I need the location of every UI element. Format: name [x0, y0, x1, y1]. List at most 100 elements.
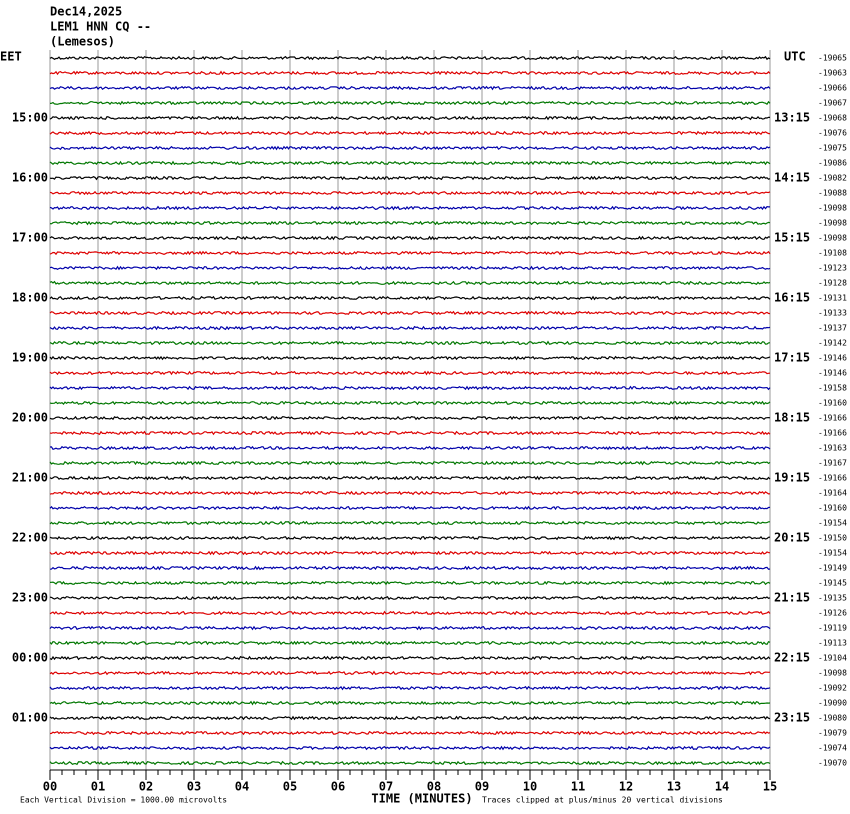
trace-offset: -19166 — [818, 414, 847, 423]
right-hour-label: 22:15 — [774, 651, 810, 665]
right-hour-label: 23:15 — [774, 711, 810, 725]
trace-offset: -19146 — [818, 354, 847, 363]
trace — [49, 310, 771, 316]
trace — [49, 610, 771, 616]
left-hour-label: 17:00 — [12, 231, 48, 245]
trace — [49, 490, 771, 496]
trace — [49, 715, 771, 721]
trace — [49, 130, 771, 136]
x-tick-label: 08 — [427, 780, 441, 794]
trace — [49, 685, 771, 691]
trace — [49, 355, 771, 361]
x-tick-label: 05 — [283, 780, 297, 794]
trace-offset: -19128 — [818, 279, 847, 288]
trace-offset: -19098 — [818, 669, 847, 678]
x-tick-label: 09 — [475, 780, 489, 794]
trace — [49, 445, 771, 451]
trace — [49, 325, 771, 331]
trace — [49, 220, 771, 226]
trace-offset: -19108 — [818, 249, 847, 258]
trace-offset: -19158 — [818, 384, 847, 393]
trace-offset: -19137 — [818, 324, 847, 333]
trace — [49, 640, 771, 646]
trace — [49, 580, 771, 586]
x-tick-label: 06 — [331, 780, 345, 794]
trace-offset: -19146 — [818, 369, 847, 378]
trace — [49, 460, 771, 466]
right-hour-label: 16:15 — [774, 291, 810, 305]
trace — [49, 160, 771, 166]
trace — [49, 400, 771, 406]
right-axis-title: UTC — [784, 50, 806, 64]
trace — [49, 145, 771, 151]
x-tick-label: 10 — [523, 780, 537, 794]
x-tick-label: 14 — [715, 780, 729, 794]
trace-offset: -19068 — [818, 114, 847, 123]
trace-offset: -19090 — [818, 699, 847, 708]
trace-offset: -19131 — [818, 294, 847, 303]
left-hour-label: 15:00 — [12, 111, 48, 125]
trace — [49, 415, 771, 421]
trace-offset: -19104 — [818, 654, 847, 663]
trace-offset: -19135 — [818, 594, 847, 603]
trace-offset: -19113 — [818, 639, 847, 648]
trace — [49, 535, 771, 541]
trace — [49, 430, 771, 436]
trace-offset: -19098 — [818, 219, 847, 228]
trace-offset: -19126 — [818, 609, 847, 618]
trace-offset: -19098 — [818, 204, 847, 213]
location: (Lemesos) — [50, 35, 115, 49]
trace — [49, 55, 771, 61]
trace-offset: -19075 — [818, 144, 847, 153]
x-tick-label: 07 — [379, 780, 393, 794]
trace — [49, 280, 771, 286]
trace — [49, 175, 771, 181]
trace-offset: -19160 — [818, 399, 847, 408]
trace — [49, 385, 771, 391]
left-hour-label: 21:00 — [12, 471, 48, 485]
trace-offset: -19163 — [818, 444, 847, 453]
trace-offset: -19123 — [818, 264, 847, 273]
trace — [49, 655, 771, 661]
trace-offset: -19070 — [818, 759, 847, 768]
left-hour-label: 01:00 — [12, 711, 48, 725]
trace — [49, 340, 771, 346]
trace — [49, 760, 771, 766]
trace — [49, 730, 771, 736]
left-hour-label: 23:00 — [12, 591, 48, 605]
trace — [49, 595, 771, 601]
right-hour-label: 18:15 — [774, 411, 810, 425]
left-axis-title: EET — [0, 50, 22, 64]
station: LEM1 HNN CQ -- — [50, 20, 151, 34]
trace — [49, 250, 771, 256]
x-tick-label: 13 — [667, 780, 681, 794]
x-tick-label: 04 — [235, 780, 249, 794]
trace — [49, 85, 771, 91]
right-hour-label: 13:15 — [774, 111, 810, 125]
trace-offset: -19142 — [818, 339, 847, 348]
right-hour-label: 21:15 — [774, 591, 810, 605]
trace — [49, 370, 771, 376]
x-tick-label: 15 — [763, 780, 777, 794]
left-hour-label: 22:00 — [12, 531, 48, 545]
scale-note: Each Vertical Division = 1000.00 microvo… — [20, 796, 227, 805]
trace-offset: -19150 — [818, 534, 847, 543]
trace-offset: -19098 — [818, 234, 847, 243]
trace-offset: -19166 — [818, 474, 847, 483]
right-hour-label: 14:15 — [774, 171, 810, 185]
trace — [49, 625, 771, 631]
right-hour-label: 20:15 — [774, 531, 810, 545]
trace-offset: -19086 — [818, 159, 847, 168]
left-hour-label: 19:00 — [12, 351, 48, 365]
trace-offset: -19154 — [818, 549, 847, 558]
trace — [49, 565, 771, 571]
left-hour-label: 00:00 — [12, 651, 48, 665]
trace — [49, 505, 771, 511]
left-hour-label: 16:00 — [12, 171, 48, 185]
date: Dec14,2025 — [50, 5, 122, 19]
trace-offset: -19166 — [818, 429, 847, 438]
trace-offset: -19164 — [818, 489, 847, 498]
trace — [49, 475, 771, 481]
trace — [49, 295, 771, 301]
